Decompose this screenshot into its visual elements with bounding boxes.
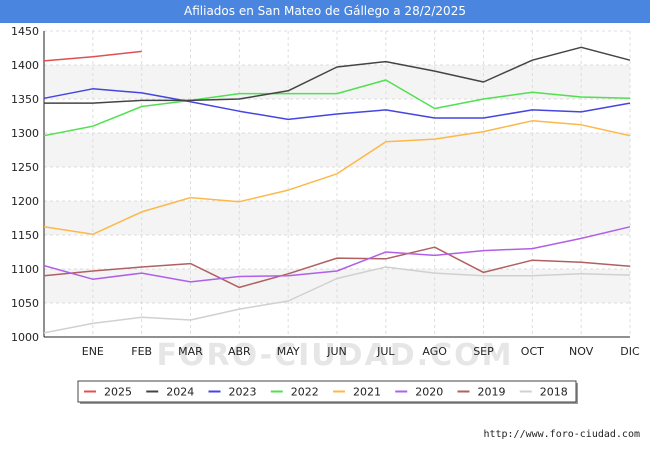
legend-label-2020: 2020: [415, 386, 443, 399]
x-tick-label: MAR: [178, 345, 203, 358]
series-line-2024: [44, 46, 631, 104]
legend-label-2021: 2021: [353, 386, 381, 399]
series-line-2025: [43, 50, 142, 62]
y-tick-label: 1300: [11, 127, 39, 140]
series-lines: [43, 46, 631, 334]
axes: 1000 1050 1100 1150 1200 1250 1300 1350 1400 1450…: [11, 25, 640, 358]
chart-title: Afiliados en San Mateo de Gállego a 28/2…: [184, 4, 466, 18]
y-tick-label: 1450: [11, 25, 39, 38]
y-tick-label: 1200: [11, 195, 39, 208]
x-tick-label: MAY: [277, 345, 300, 358]
series-line-2018: [43, 266, 631, 334]
x-tick-label: OCT: [521, 345, 544, 358]
series-line-2022: [43, 79, 631, 137]
source-credit: http://www.foro-ciudad.com: [483, 429, 640, 440]
legend-label-2025: 2025: [104, 386, 132, 399]
x-tick-label: AGO: [422, 345, 447, 358]
x-tick-label: JUN: [326, 345, 347, 358]
series-line-2019: [43, 246, 631, 289]
x-tick-label: SEP: [473, 345, 494, 358]
y-tick-label: 1050: [11, 297, 39, 310]
y-tick-label: 1000: [11, 331, 39, 344]
x-tick-label: FEB: [131, 345, 152, 358]
watermark: FORO-CIUDAD.COM: [157, 338, 514, 373]
x-tick-label: DIC: [620, 345, 640, 358]
legend-label-2022: 2022: [291, 386, 319, 399]
grid-lines: [44, 30, 631, 338]
x-tick-label: NOV: [569, 345, 594, 358]
legend-label-2024: 2024: [166, 386, 194, 399]
series-line-2021: [43, 120, 631, 236]
y-tick-label: 1150: [11, 229, 39, 242]
title-bar: Afiliados en San Mateo de Gállego a 28/2…: [0, 0, 650, 23]
legend-label-2019: 2019: [478, 386, 506, 399]
legend-label-2023: 2023: [229, 386, 257, 399]
y-tick-label: 1350: [11, 93, 39, 106]
series-line-2023: [43, 88, 631, 121]
y-tick-label: 1400: [11, 59, 39, 72]
y-tick-label: 1250: [11, 161, 39, 174]
y-tick-label: 1100: [11, 263, 39, 276]
legend-label-2018: 2018: [540, 386, 568, 399]
x-tick-label: JUL: [376, 345, 395, 358]
legend: 2025 2024 2023 2022 2021 2020 2019 2018: [77, 380, 578, 404]
x-tick-label: ABR: [228, 345, 251, 358]
x-tick-label: ENE: [82, 345, 104, 358]
plot-band: [44, 133, 630, 167]
legend-box: [77, 380, 577, 403]
series-line-2020: [43, 226, 631, 283]
